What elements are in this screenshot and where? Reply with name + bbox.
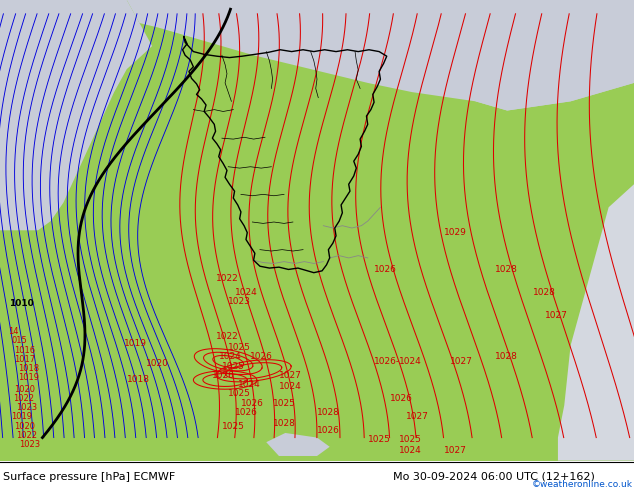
- Text: 1026: 1026: [390, 394, 413, 403]
- Text: 1026: 1026: [235, 408, 257, 416]
- Polygon shape: [266, 433, 330, 456]
- Text: 1022: 1022: [216, 274, 238, 283]
- Text: 015: 015: [11, 336, 27, 345]
- Text: 1027: 1027: [450, 357, 473, 366]
- Text: 1025: 1025: [222, 362, 245, 370]
- Text: 1025: 1025: [228, 390, 251, 398]
- Text: 1026-: 1026-: [374, 357, 400, 366]
- Text: 1020: 1020: [14, 385, 35, 393]
- Text: 1022: 1022: [13, 394, 34, 403]
- Text: 1029: 1029: [444, 228, 467, 237]
- Text: 1019: 1019: [18, 373, 39, 382]
- Text: 1028: 1028: [495, 352, 517, 362]
- Text: ©weatheronline.co.uk: ©weatheronline.co.uk: [532, 480, 633, 489]
- Text: 14: 14: [8, 327, 18, 336]
- Text: 1023: 1023: [19, 440, 40, 449]
- Text: 1025: 1025: [228, 343, 251, 352]
- Text: 1023: 1023: [228, 297, 251, 306]
- Text: 1024: 1024: [219, 352, 242, 362]
- Polygon shape: [476, 0, 634, 111]
- Text: 1027: 1027: [444, 446, 467, 455]
- Text: 1025: 1025: [399, 436, 422, 444]
- Text: 1024: 1024: [399, 357, 422, 366]
- Text: 1019: 1019: [124, 339, 146, 347]
- Text: 1018: 1018: [18, 364, 39, 373]
- Text: 1022: 1022: [16, 431, 37, 440]
- Text: 1026: 1026: [212, 371, 235, 380]
- Text: 1026: 1026: [241, 398, 264, 408]
- Text: 1028: 1028: [495, 265, 517, 274]
- Text: 1024: 1024: [235, 288, 257, 297]
- Polygon shape: [127, 0, 634, 111]
- Text: Surface pressure [hPa] ECMWF: Surface pressure [hPa] ECMWF: [3, 472, 176, 482]
- Text: 1017: 1017: [14, 355, 35, 364]
- Text: 1028: 1028: [317, 408, 340, 416]
- Text: 1025: 1025: [368, 436, 391, 444]
- Text: 1026: 1026: [317, 426, 340, 435]
- Text: 1025: 1025: [222, 421, 245, 431]
- Text: 1020: 1020: [14, 421, 35, 431]
- Text: 1027: 1027: [545, 311, 568, 320]
- Text: 1024: 1024: [279, 382, 302, 392]
- Text: 1019: 1019: [11, 413, 32, 421]
- Text: Mo 30-09-2024 06:00 UTC (12+162): Mo 30-09-2024 06:00 UTC (12+162): [393, 472, 595, 482]
- Text: 1027: 1027: [406, 413, 429, 421]
- Text: 1028: 1028: [533, 288, 555, 297]
- Text: 1024: 1024: [399, 446, 422, 455]
- Text: 1028: 1028: [273, 419, 295, 428]
- Text: 1010: 1010: [10, 299, 34, 309]
- Polygon shape: [0, 0, 152, 230]
- Text: 1023: 1023: [16, 403, 37, 412]
- Text: 1020: 1020: [146, 359, 169, 368]
- Text: 1024: 1024: [238, 380, 261, 389]
- Text: 1025: 1025: [273, 398, 295, 408]
- Text: 1022: 1022: [216, 332, 238, 341]
- Polygon shape: [558, 184, 634, 461]
- Text: 1018: 1018: [127, 375, 150, 385]
- Text: 1026: 1026: [250, 352, 273, 362]
- Text: 1026: 1026: [374, 265, 397, 274]
- Text: 1027: 1027: [279, 371, 302, 380]
- Text: 1016: 1016: [14, 345, 35, 355]
